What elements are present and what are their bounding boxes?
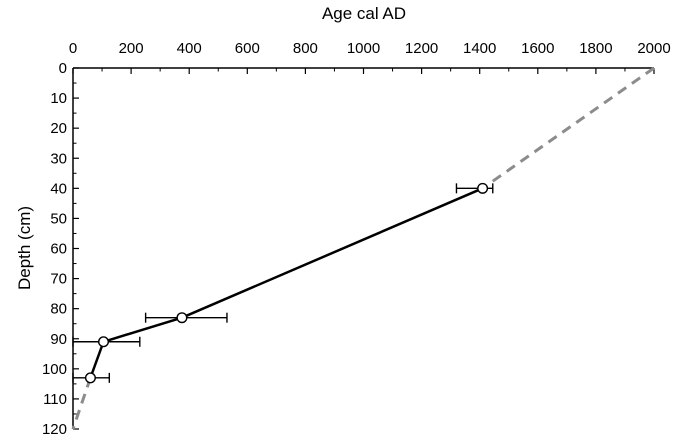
y-tick-label: 90 [50,331,67,348]
y-tick-label: 0 [59,60,67,77]
series-group [71,66,655,430]
extrapolation-line [481,66,655,190]
data-point [98,336,110,348]
x-tick-label: 200 [119,40,144,57]
y-tick-label: 100 [42,361,67,378]
x-tick-label: 1200 [405,40,438,57]
x-tick-label: 0 [69,40,77,57]
data-point [477,182,489,194]
y-tick-label: 10 [50,90,67,107]
x-tick-label: 600 [235,40,260,57]
data-point [176,312,188,324]
x-tick-label: 2000 [637,40,670,57]
y-tick-label: 120 [42,421,67,438]
y-tick-label: 80 [50,301,67,318]
y-axis-title: Depth (cm) [15,206,34,290]
x-tick-label: 1600 [521,40,554,57]
extrapolation-line [71,377,92,430]
y-tick-label: 40 [50,180,67,197]
y-tick-label: 110 [43,391,67,408]
data-point [84,372,96,384]
age-depth-line [89,187,484,379]
y-tick-label: 30 [50,150,67,167]
x-tick-label: 400 [177,40,202,57]
y-tick-label: 70 [50,271,67,288]
axes: 0 200 400 600 800 1000 1200 1400 1600 1800 2000 0 10… [42,40,671,438]
y-tick-label: 20 [50,120,67,137]
x-axis-title: Age cal AD [322,4,406,23]
y-tick-label: 50 [50,210,67,227]
y-tick-label: 60 [50,241,67,258]
x-tick-label: 800 [293,40,318,57]
x-tick-label: 1000 [347,40,380,57]
x-tick-label: 1400 [463,40,496,57]
x-tick-label: 1800 [579,40,612,57]
